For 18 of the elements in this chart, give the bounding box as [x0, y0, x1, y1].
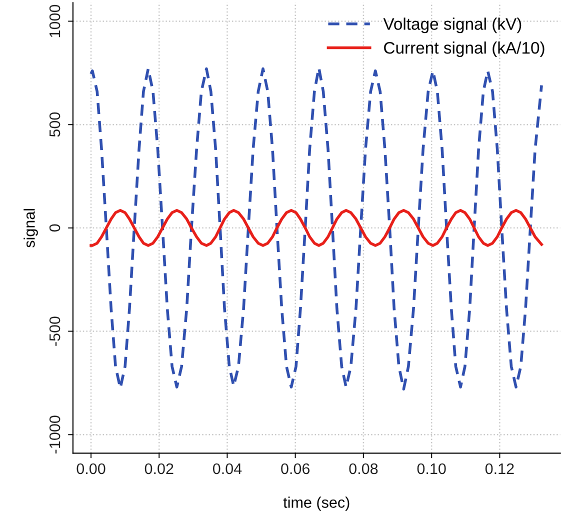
y-tick-label: 0: [49, 224, 60, 232]
x-tick-label: 0.10: [417, 463, 446, 474]
y-tick-label: 500: [49, 112, 60, 137]
x-tick-label: 0.04: [212, 463, 242, 474]
x-tick-label: 0.06: [281, 463, 310, 474]
y-axis-title: signal: [24, 208, 38, 248]
x-tick-label: 0.12: [485, 463, 514, 474]
x-tick-label: 0.00: [76, 463, 106, 474]
y-tick-label: 1000: [49, 4, 60, 38]
legend-label: Current signal (kA/10): [384, 42, 544, 58]
line-series: [90, 66, 543, 391]
y-tick-label: -1000: [49, 416, 60, 454]
line-series: [90, 208, 543, 247]
x-tick-label: 0.02: [144, 463, 174, 474]
legend-label: Voltage signal (kV): [383, 18, 522, 34]
x-tick-label: 0.08: [349, 463, 378, 474]
y-tick-label: -500: [49, 316, 60, 346]
x-axis-title: time (sec): [283, 496, 350, 511]
